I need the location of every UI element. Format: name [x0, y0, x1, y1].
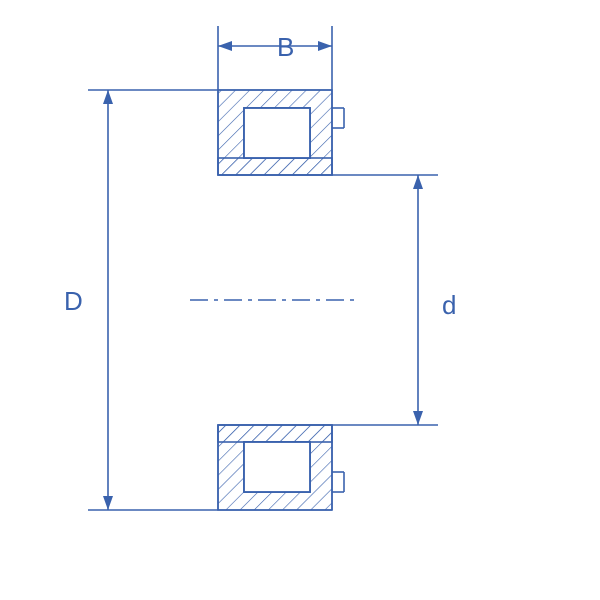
diagram-svg: [0, 0, 600, 600]
label-d: d: [442, 290, 456, 321]
label-B: B: [277, 32, 294, 63]
dimension-B: [218, 26, 332, 90]
dimension-d: [332, 128, 438, 425]
label-D: D: [64, 286, 83, 317]
bearing-cross-section: [88, 26, 438, 510]
bearing-diagram: D d B: [0, 0, 600, 600]
